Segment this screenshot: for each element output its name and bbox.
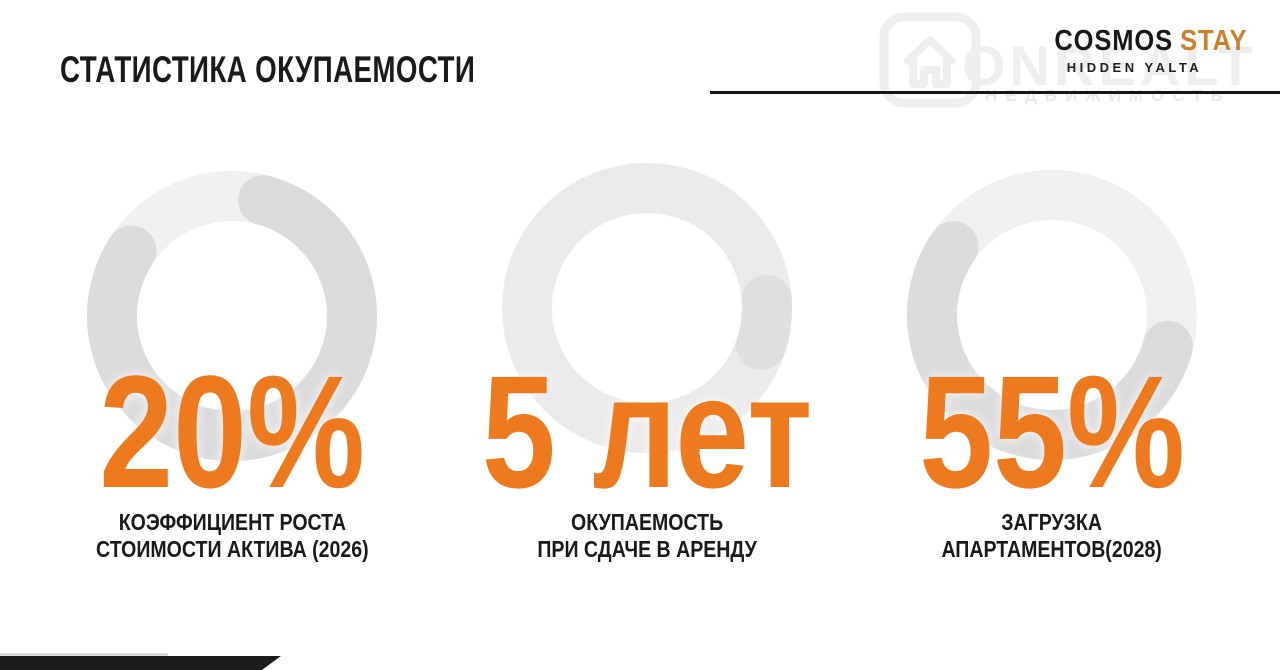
stat-label: ЗАГРУЗКА АПАРТАМЕНТОВ(2028) [941,509,1163,562]
brand-name-accent: STAY [1179,25,1247,57]
corner-accent-shape [0,656,281,670]
header-divider [710,91,1280,94]
watermark-subtext: НЕДВИЖИМОСТЬ [985,86,1231,105]
stat-label: ОКУПАЕМОСТЬ ПРИ СДАЧЕ В АРЕНДУ [537,509,757,562]
stat-value: 20% [99,342,365,521]
stat-value: 55% [919,342,1185,521]
watermark-text: ONREALT [962,34,1257,97]
brand-logo: COSMOS STAY HIDDEN YALTA [1022,27,1247,76]
stat-block-growth: 20% КОЭФФИЦИЕНТ РОСТА СТОИМОСТИ АКТИВА (2… [22,0,442,670]
donut-chart-growth [87,171,377,461]
stat-label: КОЭФФИЦИЕНТ РОСТА СТОИМОСТИ АКТИВА (2026) [95,509,369,562]
watermark-house-icon [879,12,981,108]
donut-chart-payback [502,163,792,453]
brand-tagline: HIDDEN YALTA [1066,60,1203,75]
donut-chart-occupancy [907,170,1197,460]
stat-value: 5 лет [481,342,813,521]
brand-name-primary: COSMOS [1053,25,1173,57]
page-title: СТАТИСТИКА ОКУПАЕМОСТИ [60,49,476,90]
stat-block-payback: 5 лет ОКУПАЕМОСТЬ ПРИ СДАЧЕ В АРЕНДУ [437,0,857,670]
stat-block-occupancy: 55% ЗАГРУЗКА АПАРТАМЕНТОВ(2028) [842,0,1262,670]
brand-logo-text: COSMOS STAY [1054,27,1247,56]
corner-accent-gray [0,653,168,658]
